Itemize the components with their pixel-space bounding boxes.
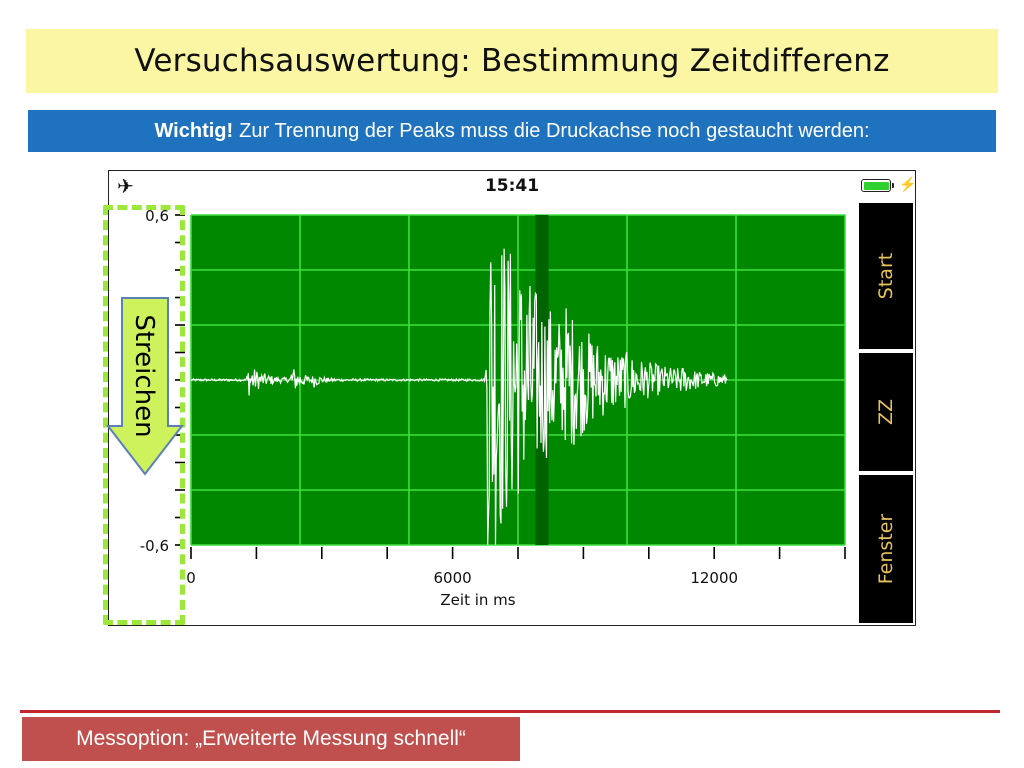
battery-icon bbox=[861, 179, 894, 192]
bolt-icon: ⚡ bbox=[899, 176, 917, 192]
notice-banner: Wichtig! Zur Trennung der Peaks muss die… bbox=[28, 110, 996, 152]
phone-screenshot: ✈ 15:41 ⚡ 0,6 -0,6 0 6000 12000 Zeit in ms St… bbox=[108, 170, 916, 626]
x-tick-label: 12000 bbox=[690, 569, 738, 587]
swipe-label: Streichen bbox=[129, 314, 159, 438]
footer-divider bbox=[20, 710, 1000, 713]
slide-title: Versuchsauswertung: Bestimmung Zeitdiffe… bbox=[134, 43, 890, 79]
y-tick-label: -0,6 bbox=[140, 537, 169, 555]
waveform-series bbox=[190, 248, 728, 546]
start-button[interactable]: Start bbox=[859, 203, 913, 349]
status-time: 15:41 bbox=[484, 176, 540, 196]
fenster-button[interactable]: Fenster bbox=[859, 475, 913, 623]
measurement-option-label: Messoption: „Erweiterte Messung schnell“ bbox=[22, 717, 520, 761]
x-tick-label: 0 bbox=[186, 569, 196, 587]
x-tick-label: 6000 bbox=[434, 569, 472, 587]
zz-button[interactable]: ZZ bbox=[859, 353, 913, 471]
pressure-chart[interactable]: 0,6 -0,6 0 6000 12000 Zeit in ms bbox=[109, 201, 855, 626]
status-bar: ✈ 15:41 ⚡ bbox=[109, 171, 917, 201]
swipe-down-arrow-icon bbox=[106, 297, 184, 476]
notice-bold: Wichtig! bbox=[154, 119, 234, 142]
fenster-button-label: Fenster bbox=[875, 513, 898, 585]
x-axis-label: Zeit in ms bbox=[440, 591, 515, 609]
airplane-icon: ✈ bbox=[117, 176, 134, 198]
y-tick-label: 0,6 bbox=[145, 207, 169, 225]
swipe-zone-frame[interactable] bbox=[103, 205, 185, 625]
start-button-label: Start bbox=[874, 252, 897, 300]
notice-text: Zur Trennung der Peaks muss die Druckach… bbox=[239, 119, 870, 142]
zz-button-label: ZZ bbox=[874, 398, 897, 426]
title-bar: Versuchsauswertung: Bestimmung Zeitdiffe… bbox=[26, 29, 998, 93]
